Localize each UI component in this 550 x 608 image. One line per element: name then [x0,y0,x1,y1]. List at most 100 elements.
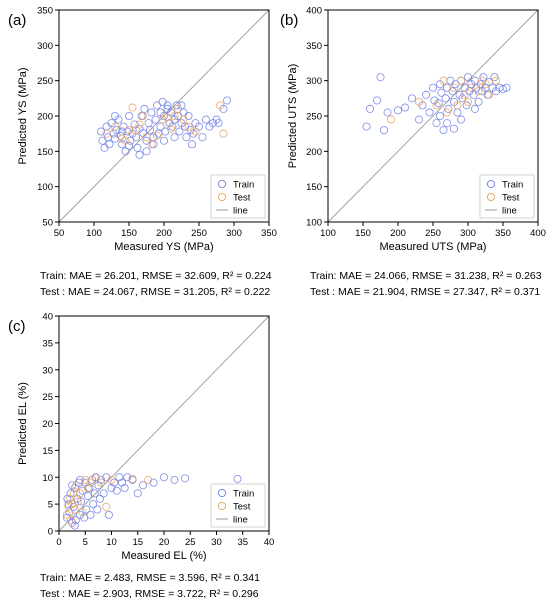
y-tick-label-b-200: 200 [306,147,322,158]
y-tick-label-c-30: 30 [42,365,53,376]
y-tick-label-b-150: 150 [306,182,322,193]
train-point-a-3 [102,122,111,131]
train-point-c-43 [180,474,189,483]
test-point-c-7 [72,481,81,490]
train-point-c-1 [64,500,73,509]
train-point-c-10 [76,510,85,519]
train-point-b-0 [362,122,371,131]
train-point-a-28 [145,126,154,135]
train-point-c-28 [102,473,111,482]
train-point-b-42 [479,73,488,82]
train-point-a-32 [152,101,161,110]
legend-box-b [479,174,535,219]
train-point-b-6 [393,106,402,115]
train-point-c-47 [76,475,85,484]
train-point-c-33 [115,473,124,482]
y-tick-label-c-5: 5 [48,500,53,511]
train-point-c-45 [68,481,77,490]
test-point-c-11 [81,475,90,484]
x-tick-label-c-15: 15 [132,537,143,548]
x-tick-label-b-200: 200 [390,228,406,239]
train-point-a-25 [140,104,149,113]
test-point-c-8 [73,497,82,506]
metrics-test-a: Test : MAE = 24.067, RMSE = 31.205, R² =… [40,286,271,298]
x-tick-label-c-20: 20 [159,537,170,548]
train-point-a-33 [154,129,163,138]
test-point-a-14 [173,104,182,113]
test-point-c-5 [69,489,78,498]
train-point-a-56 [198,133,207,142]
train-point-c-39 [138,481,147,490]
test-point-c-19 [144,475,153,484]
metrics-train-a: Train: MAE = 26.201, RMSE = 32.609, R² =… [40,270,272,282]
train-point-c-41 [159,473,168,482]
train-point-c-24 [94,481,103,490]
test-point-b-7 [456,76,465,85]
legend-test-marker-c [217,501,227,511]
x-tick-label-a-350: 350 [261,228,277,239]
test-point-a-0 [102,129,111,138]
legend-box-c [210,483,266,528]
legend-label-train-c: Train [233,489,254,500]
test-point-b-15 [491,76,500,85]
test-point-b-8 [460,90,469,99]
legend-train-marker-a [217,179,227,189]
identity-line-b [327,9,539,223]
train-point-b-24 [448,87,457,96]
x-tick-label-a-200: 200 [156,228,172,239]
test-point-a-4 [128,103,137,112]
train-point-a-5 [105,140,114,149]
train-point-a-27 [144,119,153,128]
test-point-c-14 [91,474,100,483]
train-point-a-17 [126,136,135,145]
train-point-a-16 [125,112,134,121]
train-point-b-50 [498,85,507,94]
test-point-a-13 [170,112,179,121]
train-point-a-64 [156,108,165,117]
train-point-c-20 [89,500,98,509]
train-point-a-13 [119,122,128,131]
test-point-a-6 [138,112,147,121]
train-point-a-63 [222,96,231,105]
legend-test-marker-b [486,192,496,202]
test-point-b-9 [463,97,472,106]
x-tick-label-c-5: 5 [83,537,88,548]
test-point-c-17 [107,475,116,484]
train-point-a-49 [182,133,191,142]
train-point-c-7 [71,516,80,525]
y-tick-label-b-250: 250 [306,112,322,123]
y-tick-label-c-10: 10 [42,473,53,484]
train-point-a-65 [163,101,172,110]
x-tick-label-b-150: 150 [355,228,371,239]
train-point-c-2 [65,508,74,517]
y-axis-title-b: Predicted UTS (MPa) [287,64,299,169]
panel-label-a: (a) [8,12,26,29]
train-point-b-52 [442,119,451,128]
test-point-a-1 [111,122,120,131]
train-point-a-21 [133,143,142,152]
train-point-b-16 [434,99,443,108]
legend-label-test-c: Test [233,502,251,513]
train-point-c-34 [118,478,127,487]
y-tick-label-b-350: 350 [306,41,322,52]
test-point-c-3 [67,516,76,525]
y-tick-label-a-50: 50 [42,218,53,229]
legend-label-line-b: line [502,206,517,217]
x-tick-label-b-300: 300 [460,228,476,239]
test-point-b-5 [449,83,458,92]
test-point-c-6 [70,505,79,514]
x-tick-label-a-300: 300 [226,228,242,239]
train-point-c-25 [95,494,104,503]
train-point-b-51 [502,83,511,92]
test-point-a-12 [166,124,175,133]
legend-train-marker-c [217,488,227,498]
train-point-b-9 [414,115,423,124]
test-point-b-0 [386,115,395,124]
train-point-c-11 [77,497,86,506]
y-tick-label-c-35: 35 [42,338,53,349]
x-tick-label-b-100: 100 [320,228,336,239]
y-tick-label-c-20: 20 [42,419,53,430]
x-tick-label-b-350: 350 [495,228,511,239]
test-point-a-18 [215,101,224,110]
train-point-a-74 [159,136,168,145]
